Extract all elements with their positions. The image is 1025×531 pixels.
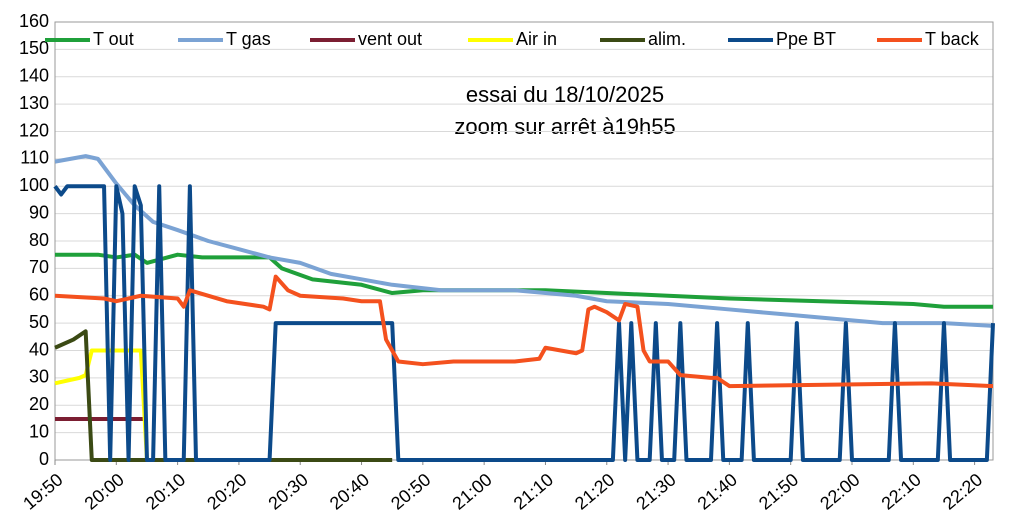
x-tick-label: 20:20 <box>203 469 250 513</box>
x-tick-label: 20:10 <box>142 469 189 513</box>
series-line <box>54 329 393 462</box>
y-tick-label: 110 <box>20 148 49 168</box>
y-tick-label: 50 <box>29 312 49 332</box>
x-tick-label: 21:50 <box>755 469 802 513</box>
y-tick-label: 80 <box>29 230 49 250</box>
y-tick-label: 20 <box>29 394 49 414</box>
x-tick-label: 21:20 <box>571 469 618 513</box>
y-tick-label: 70 <box>29 257 49 277</box>
series-line <box>54 274 994 389</box>
x-tick-label: 22:10 <box>878 469 925 513</box>
x-tick-label: 20:00 <box>81 469 128 513</box>
legend-label: vent out <box>358 29 422 49</box>
y-tick-label: 40 <box>29 339 49 359</box>
x-tick-label: 22:00 <box>816 469 863 513</box>
y-tick-label: 120 <box>19 120 49 140</box>
legend-label: alim. <box>648 29 686 49</box>
x-tick-label: 20:40 <box>326 469 373 513</box>
y-tick-label: 30 <box>29 367 49 387</box>
annotation: essai du 18/10/2025 <box>466 82 664 107</box>
legend-label: Ppe BT <box>776 29 836 49</box>
y-tick-label: 90 <box>29 202 49 222</box>
series-line <box>53 184 995 462</box>
x-tick-label: 21:30 <box>632 469 679 513</box>
x-tick-label: 21:40 <box>694 469 741 513</box>
y-tick-label: 100 <box>19 175 49 195</box>
x-tick-label: 21:00 <box>448 469 495 513</box>
legend-label: T back <box>925 29 980 49</box>
x-tick-label: 20:30 <box>264 469 311 513</box>
x-tick-label: 19:50 <box>19 469 66 513</box>
x-tick-label: 22:20 <box>939 469 986 513</box>
y-tick-label: 160 <box>19 11 49 31</box>
annotation: zoom sur arrêt à19h55 <box>454 114 675 139</box>
y-tick-label: 10 <box>29 421 49 441</box>
y-tick-label: 140 <box>19 66 49 86</box>
x-tick-label: 21:10 <box>510 469 557 513</box>
y-tick-label: 130 <box>19 93 49 113</box>
legend-label: Air in <box>516 29 557 49</box>
x-tick-label: 20:50 <box>387 469 434 513</box>
y-tick-label: 150 <box>19 38 49 58</box>
y-tick-label: 0 <box>39 449 49 469</box>
legend-label: T out <box>93 29 134 49</box>
legend-label: T gas <box>226 29 271 49</box>
y-tick-label: 60 <box>29 285 49 305</box>
series-line <box>55 252 993 309</box>
